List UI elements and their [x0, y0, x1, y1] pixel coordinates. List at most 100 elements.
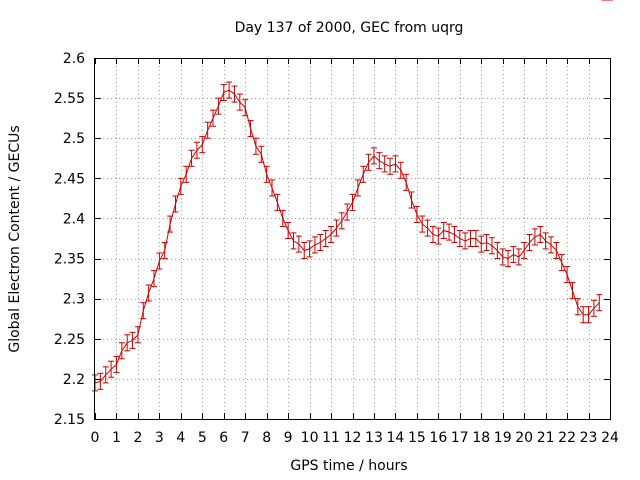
x-tick-label: 23	[580, 430, 598, 446]
data-point	[252, 137, 259, 155]
data-point	[370, 147, 377, 165]
x-tick-labels: 0 1 2 3 4 5 6 7 8 9 10 11 12 13 14 15 16 17 18 19 20 21 22 23 24	[91, 430, 619, 446]
data-point	[317, 233, 324, 252]
x-tick-label: 8	[262, 430, 271, 446]
data-point	[510, 246, 517, 264]
y-tick-label: 2.15	[54, 412, 85, 428]
data-point	[167, 215, 174, 233]
y-tick-label: 2.35	[54, 252, 85, 268]
data-point	[333, 219, 340, 237]
data-point	[263, 165, 270, 183]
data-point	[177, 177, 184, 195]
data-point	[483, 233, 490, 252]
data-point	[521, 242, 528, 260]
x-tick-label: 22	[558, 430, 576, 446]
x-tick-label: 16	[429, 430, 447, 446]
x-tick-label: 21	[537, 430, 555, 446]
data-point	[129, 331, 136, 349]
data-point	[151, 270, 158, 288]
data-point	[285, 221, 292, 239]
data-point	[397, 161, 404, 179]
data-point	[569, 282, 576, 300]
data-point	[322, 229, 329, 248]
data-point	[408, 191, 415, 209]
data-point	[172, 195, 179, 213]
x-tick-label: 3	[155, 430, 164, 446]
data-point	[124, 334, 131, 352]
x-tick-label: 12	[344, 430, 362, 446]
data-point	[419, 215, 426, 233]
data-point	[97, 372, 104, 390]
data-point	[215, 97, 222, 115]
data-point	[499, 248, 506, 266]
data-point	[537, 225, 544, 244]
data-point	[515, 248, 522, 266]
x-tick-label: 4	[176, 430, 185, 446]
data-point	[387, 157, 394, 175]
x-tick-label: 1	[112, 430, 121, 446]
data-point	[531, 228, 538, 246]
data-point	[242, 99, 249, 117]
data-point	[456, 229, 463, 248]
data-point	[564, 266, 571, 284]
data-point	[134, 326, 141, 344]
data-point	[354, 179, 361, 197]
data-point	[478, 235, 485, 253]
data-point	[446, 223, 453, 241]
x-axis-label: GPS time / hours	[290, 458, 407, 474]
data-point	[306, 240, 313, 258]
data-point	[258, 145, 265, 163]
data-point	[210, 109, 217, 127]
x-tick-label: 6	[219, 430, 228, 446]
x-tick-label: 7	[241, 430, 250, 446]
data-point	[424, 219, 431, 237]
gec-series	[92, 0, 613, 392]
data-point	[488, 237, 495, 255]
data-point	[290, 232, 297, 250]
y-tick-label: 2.25	[54, 332, 85, 348]
data-point	[558, 254, 565, 272]
y-tick-label: 2.45	[54, 171, 85, 187]
x-tick-label: 18	[472, 430, 490, 446]
data-point	[403, 173, 410, 191]
data-point	[220, 83, 227, 102]
x-tick-label: 17	[451, 430, 469, 446]
data-point	[344, 203, 351, 221]
data-point	[585, 306, 592, 324]
data-point	[226, 81, 233, 99]
data-point	[274, 193, 281, 211]
data-point	[231, 85, 238, 103]
data-point	[505, 250, 512, 268]
y-axis-label: Global Electron Content / GECUs	[7, 125, 23, 352]
data-point	[596, 294, 603, 312]
data-point	[140, 302, 147, 320]
data-point	[183, 165, 190, 183]
x-tick-label: 24	[601, 430, 619, 446]
y-tick-label: 2.3	[63, 292, 85, 308]
series-line	[94, 89, 600, 384]
data-point	[295, 235, 302, 253]
data-point	[360, 165, 367, 183]
x-tick-label: 2	[133, 430, 142, 446]
y-tick-label: 2.5	[63, 131, 85, 147]
data-point	[472, 229, 479, 248]
data-point	[108, 360, 115, 378]
data-point	[547, 236, 554, 254]
data-point	[204, 121, 211, 139]
y-tick-label: 2.55	[54, 91, 85, 107]
data-point	[247, 120, 254, 138]
x-tick-label: 11	[322, 430, 340, 446]
data-point	[193, 141, 200, 159]
x-tick-label: 20	[515, 430, 533, 446]
x-tick-label: 9	[284, 430, 293, 446]
data-point	[145, 284, 152, 302]
x-tick-label: 14	[387, 430, 405, 446]
data-point	[462, 232, 469, 250]
data-point	[118, 342, 125, 360]
x-tick-label: 10	[301, 430, 319, 446]
data-point	[113, 355, 120, 373]
data-point	[435, 227, 442, 245]
data-point	[311, 236, 318, 254]
data-point	[526, 233, 533, 252]
